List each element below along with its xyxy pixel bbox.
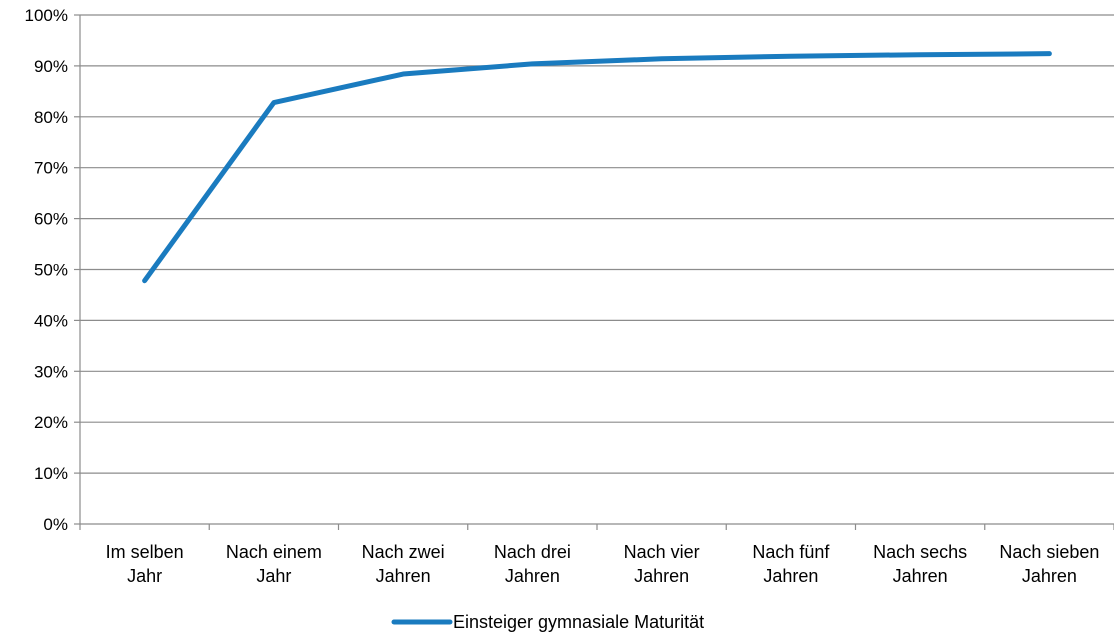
y-tick-label: 100% xyxy=(25,6,68,25)
x-tick-label: Nach einem Jahr xyxy=(226,542,322,586)
y-tick-label: 70% xyxy=(34,159,68,178)
plot-area xyxy=(142,51,1052,284)
y-tick-label: 20% xyxy=(34,413,68,432)
gridlines xyxy=(80,14,1114,474)
x-tick-label: Nach vier Jahren xyxy=(624,542,700,586)
y-tick-label: 50% xyxy=(34,261,68,280)
x-axis: Im selben Jahr Nach einem Jahr Nach zwei Jahr… xyxy=(79,523,1114,586)
x-tick-label: Nach zwei Jahren xyxy=(362,542,445,586)
y-tick-label: 60% xyxy=(34,210,68,229)
y-tick-label: 30% xyxy=(34,362,68,381)
legend: Einsteiger gymnasiale Maturität xyxy=(391,612,704,632)
y-tick-label: 0% xyxy=(43,515,68,534)
series-line xyxy=(142,51,1052,284)
y-tick-label: 10% xyxy=(34,464,68,483)
y-tick-label: 80% xyxy=(34,108,68,127)
x-tick-label: Nach sechs Jahren xyxy=(873,542,967,586)
y-axis: 0% 10% 20% 30% 40% 50% 60% 70% 80% 90% 100% xyxy=(25,6,81,534)
x-tick-label: Nach fünf Jahren xyxy=(752,542,830,586)
x-tick-label: Im selben Jahr xyxy=(106,542,184,586)
y-tick-label: 90% xyxy=(34,57,68,76)
y-tick-label: 40% xyxy=(34,311,68,330)
x-tick-label: Nach sieben Jahren xyxy=(999,542,1099,586)
legend-label: Einsteiger gymnasiale Maturität xyxy=(453,612,704,632)
x-tick-label: Nach drei Jahren xyxy=(494,542,571,586)
